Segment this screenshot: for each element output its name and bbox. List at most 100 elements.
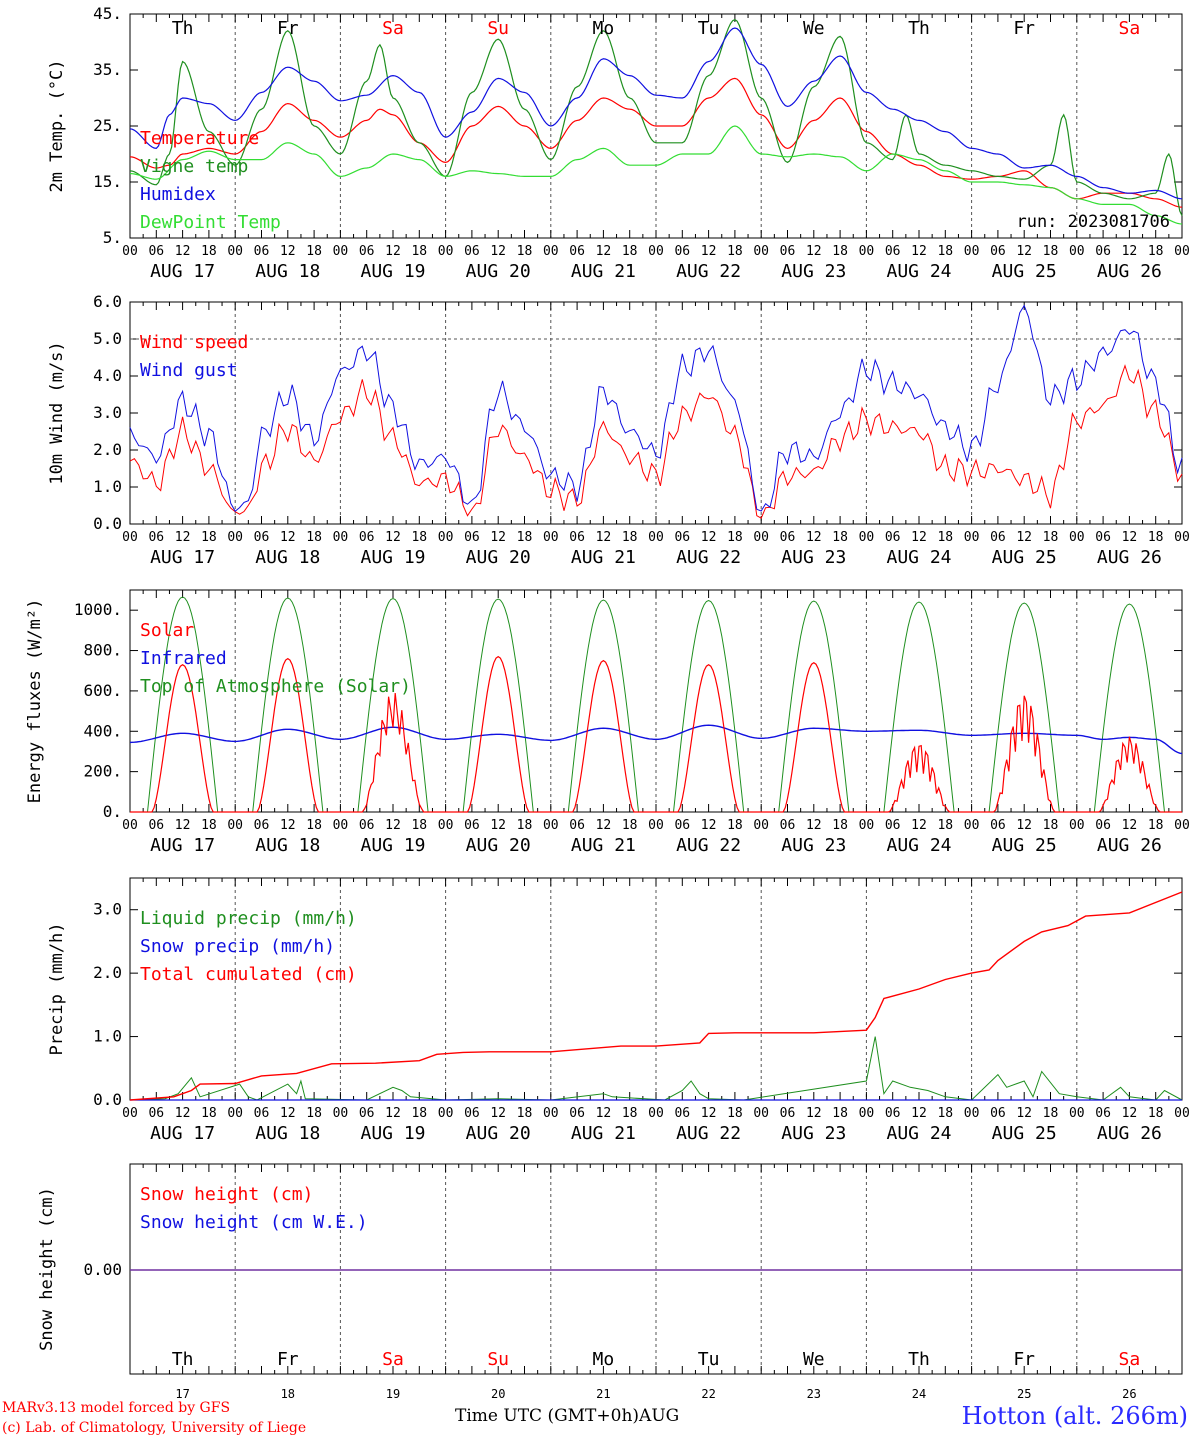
y-tick-label: 0.00 [83, 1260, 122, 1279]
hour-tick-label: 18 [1043, 818, 1059, 833]
credit-model: MARv3.13 model forced by GFS [2, 1400, 231, 1416]
hour-tick-label: 18 [411, 818, 427, 833]
hour-tick-label: 12 [385, 244, 401, 259]
hour-tick-label: 00 [543, 1106, 559, 1121]
legend-entry: Humidex [140, 184, 216, 205]
hour-tick-label: 06 [780, 244, 796, 259]
hour-tick-label: 18 [622, 244, 638, 259]
date-label: AUG 22 [676, 835, 741, 856]
hour-tick-label: 18 [937, 244, 953, 259]
series-line-vigne-temp [129, 18, 1183, 216]
hour-tick-label: 06 [464, 530, 480, 545]
hour-tick-label: 18 [727, 1106, 743, 1121]
y-axis-label: 10m Wind (m/s) [47, 341, 67, 484]
hour-tick-label: 06 [885, 244, 901, 259]
y-tick-label: 0.0 [93, 514, 122, 533]
hour-tick-label: 12 [280, 530, 296, 545]
hour-tick-label: 18 [1043, 1106, 1059, 1121]
hour-tick-label: 00 [753, 530, 769, 545]
hour-tick-label: 18 [622, 1106, 638, 1121]
y-tick-label: 2.0 [93, 440, 122, 459]
hour-tick-label: 12 [280, 1106, 296, 1121]
weekday-label: We [803, 1349, 825, 1370]
hour-tick-label: 06 [254, 818, 270, 833]
series-line-total-cumulated [129, 891, 1183, 1101]
date-label: AUG 17 [150, 261, 215, 282]
weekday-label: Fr [1013, 18, 1035, 39]
weekday-label: Mo [593, 1349, 615, 1370]
series-line-wind-gust [129, 304, 1183, 512]
hour-tick-label: 12 [490, 244, 506, 259]
hour-tick-label: 18 [201, 244, 217, 259]
hour-tick-label: 18 [517, 530, 533, 545]
hour-tick-label: 06 [674, 818, 690, 833]
hour-tick-label: 12 [596, 818, 612, 833]
hour-tick-label: 00 [543, 530, 559, 545]
hour-tick-label: 12 [1016, 244, 1032, 259]
hour-tick-label: 18 [622, 530, 638, 545]
y-tick-label: 1.0 [93, 477, 122, 496]
hour-tick-label: 12 [911, 818, 927, 833]
series-line-infrared [129, 724, 1183, 755]
hour-tick-label: 12 [1122, 1106, 1138, 1121]
hour-tick-label: 00 [648, 530, 664, 545]
date-label: AUG 21 [571, 547, 636, 568]
date-label: AUG 20 [466, 547, 531, 568]
hour-tick-label: 18 [1148, 530, 1164, 545]
date-label: AUG 22 [676, 261, 741, 282]
hour-tick-label: 00 [438, 530, 454, 545]
hour-tick-label: 18 [411, 1106, 427, 1121]
hour-tick-label: 00 [648, 818, 664, 833]
hour-tick-label: 00 [227, 244, 243, 259]
hour-tick-label: 06 [674, 244, 690, 259]
y-tick-label: 1.0 [93, 1027, 122, 1046]
hour-tick-label: 18 [1148, 1106, 1164, 1121]
day-number-label: 23 [807, 1387, 821, 1401]
hour-tick-label: 00 [753, 1106, 769, 1121]
hour-tick-label: 00 [859, 818, 875, 833]
time-axis-label: Time UTC (GMT+0h)AUG [455, 1406, 679, 1426]
hour-tick-label: 12 [596, 244, 612, 259]
y-tick-label: 0.0 [93, 1090, 122, 1109]
legend-entry: Solar [140, 620, 194, 641]
hour-tick-label: 12 [806, 530, 822, 545]
hour-tick-label: 18 [832, 244, 848, 259]
hour-tick-label: 00 [1174, 1106, 1190, 1121]
legend-entry: Vigne temp [140, 156, 248, 177]
hour-tick-label: 18 [727, 818, 743, 833]
hour-tick-label: 18 [517, 1106, 533, 1121]
date-label: AUG 21 [571, 835, 636, 856]
y-axis-label: Energy fluxes (W/m²) [25, 599, 45, 804]
hour-tick-label: 18 [832, 530, 848, 545]
hour-tick-label: 06 [885, 818, 901, 833]
y-tick-label: 5.0 [93, 329, 122, 348]
hour-tick-label: 00 [859, 244, 875, 259]
y-tick-label: 800. [83, 641, 122, 660]
hour-tick-label: 12 [806, 818, 822, 833]
hour-tick-label: 06 [990, 244, 1006, 259]
hour-tick-label: 12 [385, 1106, 401, 1121]
day-number-label: 19 [386, 1387, 400, 1401]
weekday-label: Su [487, 18, 509, 39]
date-label: AUG 20 [466, 835, 531, 856]
hour-tick-label: 06 [569, 1106, 585, 1121]
hour-tick-label: 00 [964, 818, 980, 833]
hour-tick-label: 00 [1069, 1106, 1085, 1121]
legend-entry: Infrared [140, 648, 227, 669]
hour-tick-label: 00 [438, 244, 454, 259]
hour-tick-label: 12 [596, 1106, 612, 1121]
date-label: AUG 23 [781, 835, 846, 856]
hour-tick-label: 12 [490, 530, 506, 545]
date-label: AUG 25 [992, 547, 1057, 568]
hour-tick-label: 18 [937, 1106, 953, 1121]
weekday-label: Sa [382, 1349, 404, 1370]
day-number-label: 17 [175, 1387, 189, 1401]
hour-tick-label: 00 [438, 1106, 454, 1121]
date-label: AUG 25 [992, 261, 1057, 282]
legend-entry: Liquid precip (mm/h) [140, 908, 357, 929]
hour-tick-label: 12 [1122, 530, 1138, 545]
hour-tick-label: 00 [333, 818, 349, 833]
hour-tick-label: 12 [280, 244, 296, 259]
hour-tick-label: 06 [254, 1106, 270, 1121]
